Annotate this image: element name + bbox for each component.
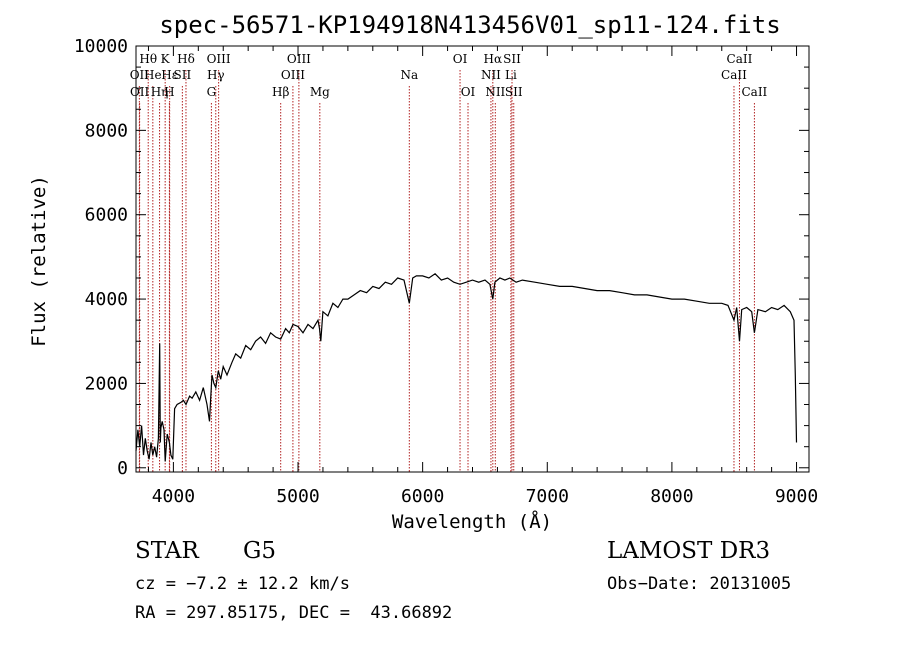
plot-border (135, 45, 810, 473)
line-label: SII (503, 52, 521, 66)
y-tick-label: 0 (117, 458, 128, 479)
line-label: CaII (727, 52, 753, 66)
y-tick-label: 8000 (85, 120, 128, 141)
y-tick-label: 2000 (85, 373, 128, 394)
x-tick-label: 7000 (526, 486, 569, 507)
line-label: OI (453, 52, 468, 66)
line-label: Mg (310, 85, 330, 99)
chart-title: spec-56571-KP194918N413456V01_sp11-124.f… (159, 11, 780, 39)
line-label: NII (485, 85, 505, 99)
line-label: CaII (721, 68, 747, 82)
line-label: G (207, 85, 217, 99)
y-axis-label: Flux (relative) (28, 175, 50, 347)
line-label: Hα (484, 52, 503, 66)
line-label: Hβ (272, 85, 289, 99)
object-subclass: G5 (243, 538, 277, 564)
spectrum-series (135, 273, 798, 462)
y-tick-label: 10000 (74, 36, 128, 57)
coordinates: RA = 297.85175, DEC = 43.66892 (135, 603, 453, 623)
redshift-text: cz = −7.2 ± 12.2 km/s (135, 574, 350, 594)
plot-frame (135, 45, 810, 473)
y-tick-label: 4000 (85, 289, 128, 310)
x-axis-label: Wavelength (Å) (392, 510, 552, 533)
line-label: Hγ (207, 68, 225, 82)
y-tick-label: 6000 (85, 205, 128, 226)
line-label: OIII (207, 52, 231, 66)
line-label: OII (130, 68, 150, 82)
spectrum-line (135, 273, 798, 462)
line-label: CaII (741, 85, 767, 99)
survey-label: LAMOST DR3 (607, 538, 771, 564)
line-label: Hθ (139, 52, 157, 66)
object-class: STAR (135, 538, 199, 564)
line-label: NII (481, 68, 501, 82)
line-label: He (144, 68, 162, 82)
obs-date: Obs−Date: 20131005 (607, 574, 792, 594)
line-label: SII (505, 85, 523, 99)
line-label: OIII (281, 68, 305, 82)
x-tick-label: 4000 (152, 486, 195, 507)
line-label: OII (130, 85, 150, 99)
emission-lines: HθOIIOIIHeHηKHHεSIIHδOIIIHγGHβOIIIOIIIMg… (130, 52, 768, 472)
line-label: Hη (151, 85, 169, 99)
x-tick-label: 9000 (775, 486, 818, 507)
line-label: K (161, 52, 171, 66)
line-label: OIII (287, 52, 311, 66)
line-label: Hε (161, 68, 178, 82)
axis-ticks: 4000 5000 6000 7000 8000 9000 0 2000 4000 6000 800… (74, 36, 818, 507)
line-label: Hδ (177, 52, 195, 66)
line-label: Na (400, 68, 418, 82)
x-tick-label: 5000 (276, 486, 319, 507)
x-tick-label: 8000 (650, 486, 693, 507)
spectrum-chart: spec-56571-KP194918N413456V01_sp11-124.f… (28, 11, 818, 533)
line-label: SII (174, 68, 192, 82)
line-label: OI (461, 85, 476, 99)
line-label: Li (505, 68, 517, 82)
x-tick-label: 6000 (401, 486, 444, 507)
